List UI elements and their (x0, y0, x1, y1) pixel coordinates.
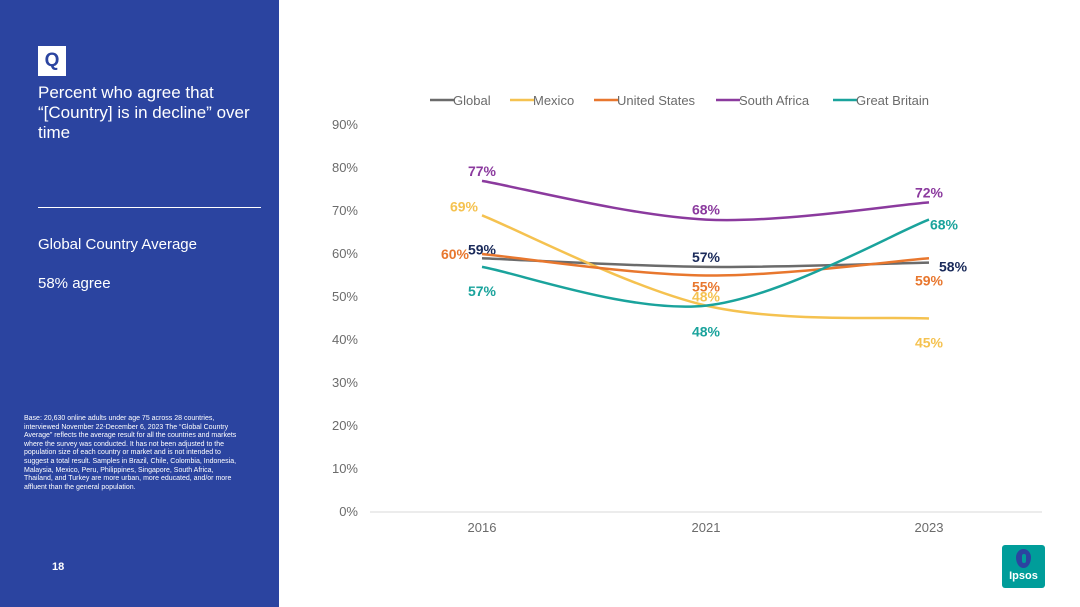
legend-entry: South Africa (739, 93, 810, 108)
y-tick-label: 70% (332, 203, 358, 218)
series-line (481, 252, 930, 277)
page-number: 18 (52, 561, 65, 573)
data-label: 48% (692, 289, 721, 305)
y-tick-label: 0% (339, 504, 358, 519)
x-tick-label: 2016 (468, 520, 497, 535)
y-tick-label: 30% (332, 375, 358, 390)
ipsos-logo: Ipsos (1002, 545, 1045, 588)
footnote: Base: 20,630 online adults under age 75 … (24, 415, 237, 491)
line-chart: 0% 10% 20% 30% 40% 50% 60% 70% 80% 90% 2016 2021 202… (332, 93, 1042, 535)
legend-entry: Mexico (533, 93, 574, 108)
question-text: Percent who agree that “[Country] is in … (38, 83, 250, 142)
legend-entry: United States (617, 93, 696, 108)
logo-text: Ipsos (1009, 570, 1038, 582)
series-line (481, 179, 930, 222)
y-tick-label: 40% (332, 332, 358, 347)
average-value: 58% agree (38, 275, 111, 292)
divider (38, 207, 261, 208)
average-title: Global Country Average (38, 236, 197, 253)
data-label: 69% (450, 198, 479, 214)
data-label: 55% (692, 279, 721, 295)
y-tick-label: 20% (332, 418, 358, 433)
legend-entry: Great Britain (856, 93, 929, 108)
y-tick-label: 50% (332, 289, 358, 304)
data-label: 45% (915, 335, 944, 351)
data-label: 58% (939, 259, 968, 275)
data-label: 77% (468, 163, 497, 179)
x-tick-label: 2021 (692, 520, 721, 535)
data-label: 68% (930, 217, 959, 233)
sidebar: Q Percent who agree that “[Country] is i… (0, 0, 279, 607)
data-label: 59% (468, 241, 497, 257)
data-label: 72% (915, 184, 944, 200)
data-label: 60% (441, 246, 470, 262)
y-tick-label: 80% (332, 160, 358, 175)
y-tick-label: 60% (332, 246, 358, 261)
y-tick-label: 10% (332, 461, 358, 476)
question-badge: Q (38, 46, 66, 76)
series-line (481, 218, 930, 308)
x-tick-label: 2023 (915, 520, 944, 535)
data-label: 48% (692, 324, 721, 340)
legend-entry: Global (453, 93, 491, 108)
data-label: 57% (692, 249, 721, 265)
data-label: 68% (692, 202, 721, 218)
data-label: 57% (468, 283, 497, 299)
logo-mark-icon (1016, 549, 1031, 568)
data-label: 59% (915, 272, 944, 288)
y-tick-label: 90% (332, 117, 358, 132)
